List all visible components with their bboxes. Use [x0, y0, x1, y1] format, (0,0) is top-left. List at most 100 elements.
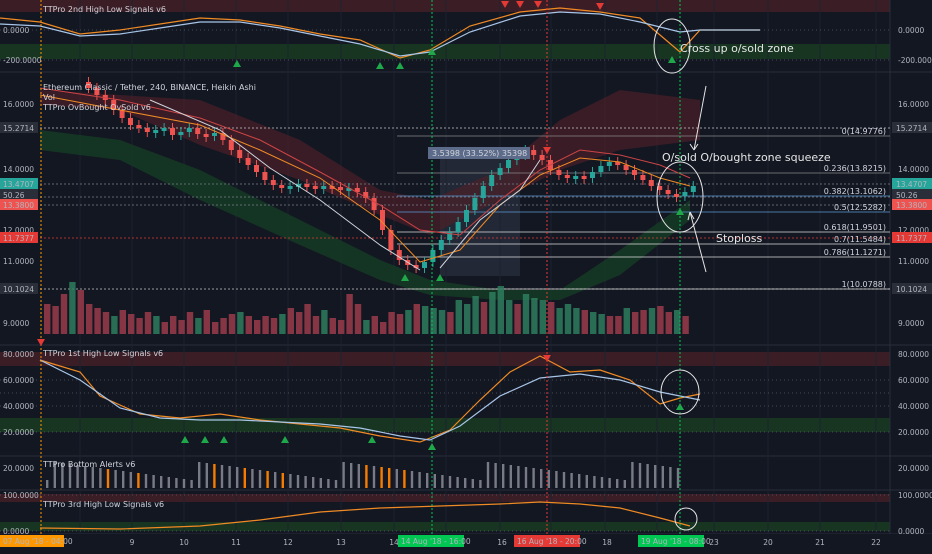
alert-bar	[570, 473, 573, 488]
candle[interactable]	[321, 186, 327, 189]
candle[interactable]	[287, 186, 293, 189]
candle[interactable]	[489, 175, 495, 186]
candle[interactable]	[220, 133, 226, 140]
candle[interactable]	[682, 192, 688, 196]
candle[interactable]	[657, 186, 663, 190]
candle[interactable]	[573, 176, 579, 179]
oversold-band	[40, 130, 690, 300]
candle[interactable]	[228, 140, 234, 150]
candle[interactable]	[144, 128, 150, 132]
sell-signal-icon[interactable]	[37, 339, 45, 346]
buy-signal-icon[interactable]	[368, 436, 376, 443]
ovbought-indicator-label[interactable]: TTPro OvBought OvSold v6	[42, 103, 151, 112]
sell-signal-icon[interactable]	[501, 1, 509, 8]
sell-signal-icon[interactable]	[516, 1, 524, 8]
candle[interactable]	[245, 158, 251, 165]
candle[interactable]	[430, 250, 436, 262]
candle[interactable]	[237, 150, 243, 158]
candle[interactable]	[312, 186, 318, 189]
sell-signal-icon[interactable]	[543, 147, 551, 154]
price-label	[892, 189, 932, 200]
candle[interactable]	[497, 168, 503, 175]
buy-signal-icon[interactable]	[396, 62, 404, 69]
candle[interactable]	[346, 188, 352, 191]
candle[interactable]	[212, 133, 217, 136]
candle[interactable]	[161, 128, 167, 131]
candle[interactable]	[94, 88, 100, 95]
candle[interactable]	[674, 194, 679, 197]
sell-signal-icon[interactable]	[534, 1, 542, 8]
candle[interactable]	[195, 128, 201, 134]
candle[interactable]	[581, 176, 587, 179]
candle[interactable]	[178, 132, 184, 135]
sell-signal-icon[interactable]	[543, 355, 551, 362]
candle[interactable]	[170, 128, 175, 135]
candle[interactable]	[472, 198, 478, 210]
buy-signal-icon[interactable]	[676, 208, 684, 215]
candle[interactable]	[153, 130, 159, 133]
buy-signal-icon[interactable]	[428, 48, 436, 55]
buy-signal-icon[interactable]	[668, 56, 676, 63]
candle[interactable]	[422, 262, 427, 268]
price-label	[892, 232, 932, 243]
candle[interactable]	[455, 222, 461, 232]
candle[interactable]	[606, 162, 612, 166]
candle[interactable]	[640, 175, 646, 180]
price-axis-tick-left: 16.0000	[3, 100, 34, 109]
buy-signal-icon[interactable]	[436, 274, 444, 281]
candle[interactable]	[632, 170, 637, 175]
candle[interactable]	[304, 184, 310, 187]
candle[interactable]	[380, 210, 385, 230]
candle[interactable]	[371, 198, 377, 210]
candle[interactable]	[590, 172, 595, 178]
candle[interactable]	[464, 210, 469, 222]
candle[interactable]	[86, 82, 91, 88]
candle[interactable]	[480, 186, 486, 198]
buy-signal-icon[interactable]	[676, 403, 684, 410]
candle[interactable]	[396, 250, 402, 260]
candle[interactable]	[203, 134, 209, 137]
candle[interactable]	[128, 118, 133, 125]
candle[interactable]	[254, 165, 259, 172]
buy-signal-icon[interactable]	[281, 436, 289, 443]
candle[interactable]	[665, 190, 671, 194]
buy-signal-icon[interactable]	[428, 443, 436, 450]
candle[interactable]	[186, 128, 192, 132]
candle[interactable]	[111, 100, 117, 110]
volume-bar	[623, 308, 630, 334]
buy-signal-icon[interactable]	[181, 436, 189, 443]
candle[interactable]	[506, 160, 511, 168]
candle[interactable]	[539, 155, 545, 160]
candle[interactable]	[119, 110, 125, 118]
volume-indicator-label[interactable]: Vol	[43, 93, 55, 102]
candle[interactable]	[388, 230, 394, 250]
candle[interactable]	[279, 185, 285, 188]
candle[interactable]	[136, 125, 142, 128]
candle[interactable]	[329, 186, 335, 189]
candle[interactable]	[338, 187, 343, 190]
candle[interactable]	[413, 265, 419, 268]
buy-signal-icon[interactable]	[401, 274, 409, 281]
candle[interactable]	[623, 165, 629, 170]
candle[interactable]	[564, 175, 570, 178]
candle[interactable]	[296, 184, 301, 187]
candle[interactable]	[690, 186, 696, 192]
candle[interactable]	[598, 166, 604, 172]
buy-signal-icon[interactable]	[201, 436, 209, 443]
candle[interactable]	[615, 162, 621, 165]
candle[interactable]	[447, 232, 453, 240]
candle[interactable]	[556, 170, 562, 175]
candle[interactable]	[531, 150, 537, 155]
candle[interactable]	[648, 180, 654, 186]
candle[interactable]	[363, 192, 369, 198]
chart-symbol-title[interactable]: Ethereum Classic / Tether, 240, BINANCE,…	[43, 83, 256, 92]
candle[interactable]	[270, 180, 276, 185]
candle[interactable]	[438, 240, 444, 250]
buy-signal-icon[interactable]	[220, 436, 228, 443]
buy-signal-icon[interactable]	[376, 62, 384, 69]
buy-signal-icon[interactable]	[233, 60, 241, 67]
candle[interactable]	[262, 172, 268, 180]
sell-signal-icon[interactable]	[596, 3, 604, 10]
candle[interactable]	[354, 188, 360, 192]
